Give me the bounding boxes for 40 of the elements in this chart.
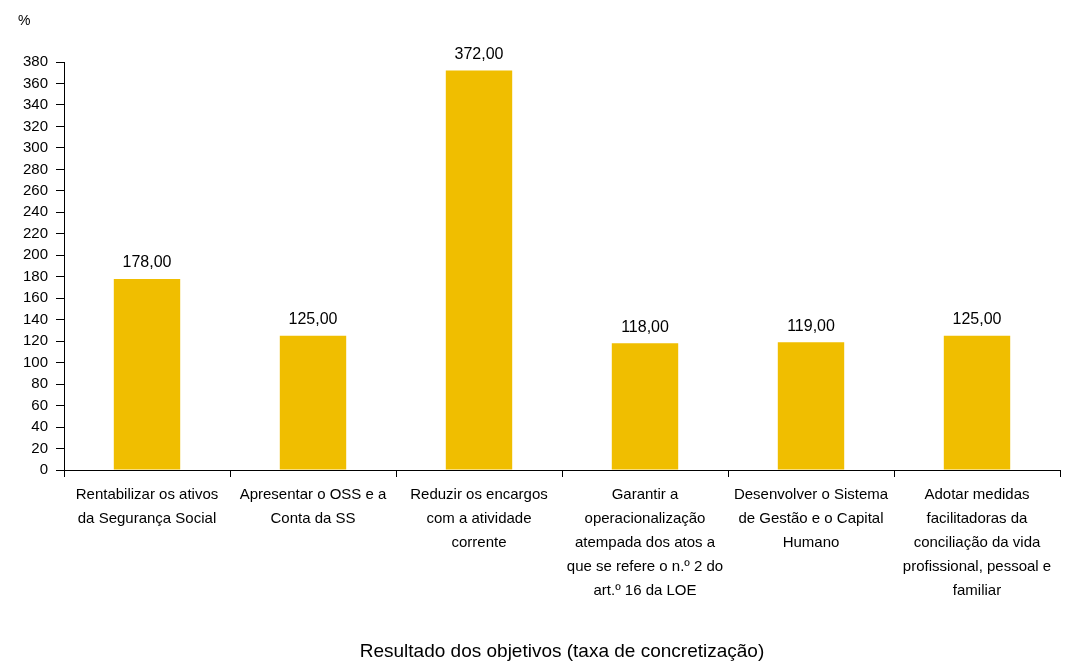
- y-tick-label: 0: [39, 460, 48, 478]
- x-tick-label: Reduzir os encargos com a atividade corrente: [410, 485, 548, 551]
- y-tick-label: 240: [22, 202, 48, 220]
- data-label: 118,00: [621, 317, 669, 335]
- y-tick-label: 300: [22, 138, 48, 156]
- bar: [113, 278, 181, 470]
- x-tick-label: Garantir a operacionalização atempada dos atos a que se refere o n.º 2 do art.º 16 da LOE: [566, 485, 724, 599]
- y-tick-label: 320: [22, 116, 48, 134]
- x-tick-label: Apresentar o OSS e a Conta da SS: [239, 485, 388, 527]
- y-tick-label: 20: [31, 438, 48, 456]
- bar: [777, 342, 845, 470]
- x-tick-label: Rentabilizar os ativos da Segurança Social: [75, 485, 219, 527]
- bar: [445, 70, 513, 470]
- x-tick-label: Desenvolver o Sistema de Gestão e o Capital Humano: [733, 485, 889, 551]
- data-label: 372,00: [454, 45, 504, 62]
- y-tick-label: 360: [22, 73, 48, 91]
- bar: [611, 343, 679, 470]
- bar: [279, 335, 347, 470]
- y-tick-label: 200: [22, 245, 48, 263]
- bar: [943, 335, 1011, 470]
- x-axis-title: Resultado dos objetivos (taxa de concretização): [359, 639, 765, 661]
- x-tick-label: Adotar medidas facilitadoras da conciliação da vida profissional, pessoal e familiar: [902, 485, 1052, 599]
- data-label: 178,00: [122, 253, 172, 271]
- y-axis-title: %: [18, 11, 31, 28]
- y-tick-label: 80: [31, 374, 48, 392]
- y-tick-label: 100: [22, 352, 48, 370]
- y-tick-label: 260: [22, 180, 48, 198]
- data-label: 125,00: [952, 310, 1002, 328]
- data-label: 119,00: [787, 316, 835, 334]
- y-tick-label: 60: [31, 395, 48, 413]
- y-tick-label: 120: [22, 331, 48, 349]
- y-tick-label: 180: [22, 266, 48, 284]
- y-tick-label: 160: [22, 288, 48, 306]
- y-tick-label: 140: [22, 309, 48, 327]
- y-tick-label: 40: [31, 417, 48, 435]
- y-tick-label: 380: [22, 52, 48, 70]
- y-tick-label: 220: [22, 223, 48, 241]
- y-tick-label: 280: [22, 159, 48, 177]
- data-label: 125,00: [288, 310, 338, 328]
- y-tick-label: 340: [22, 95, 48, 113]
